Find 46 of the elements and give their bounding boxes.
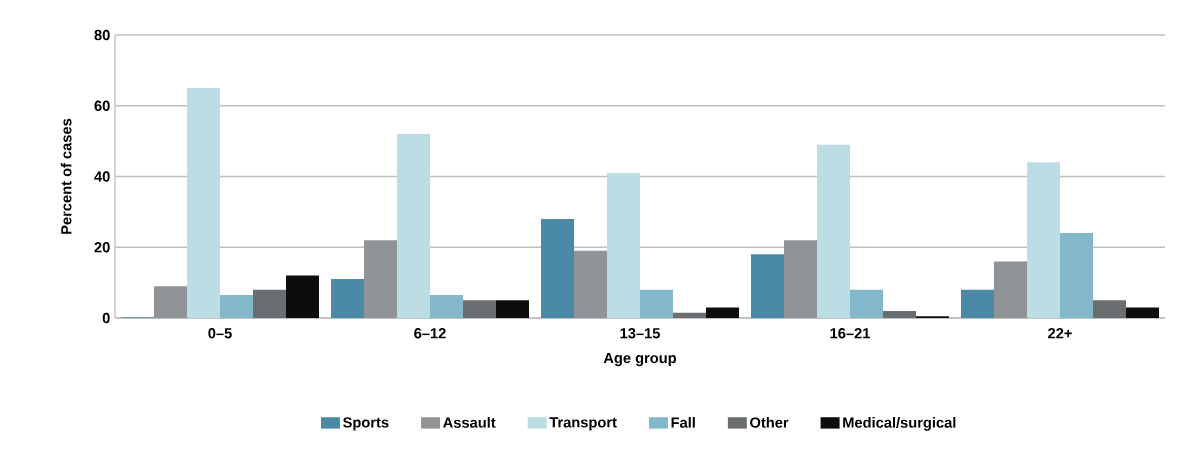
bar xyxy=(220,295,254,318)
legend-label: Assault xyxy=(443,416,496,428)
y-tick-label: 20 xyxy=(94,242,110,253)
bar xyxy=(673,312,707,318)
y-tick-label: 80 xyxy=(94,29,110,41)
bar xyxy=(1093,300,1127,318)
bar xyxy=(187,88,221,318)
bar xyxy=(364,240,398,318)
x-tick-label: 13–15 xyxy=(620,328,660,339)
bar xyxy=(574,250,608,318)
y-axis-title: Percent of cases xyxy=(60,118,72,234)
bar xyxy=(541,218,575,318)
x-tick-label: 22+ xyxy=(1048,328,1072,339)
bar xyxy=(331,279,365,318)
bar xyxy=(496,300,530,318)
y-tick-label: 0 xyxy=(102,312,110,324)
bar xyxy=(1126,307,1160,318)
legend-label: Medical/surgical xyxy=(843,416,956,431)
legend-label: Transport xyxy=(549,417,617,431)
bar xyxy=(817,144,851,318)
bar xyxy=(253,289,287,318)
bar xyxy=(994,261,1028,318)
bar xyxy=(850,289,884,318)
y-tick-label: 60 xyxy=(94,100,110,111)
bar xyxy=(154,286,188,318)
bar xyxy=(397,134,431,318)
bar xyxy=(430,295,464,318)
legend-label: Fall xyxy=(671,416,695,428)
y-tick-label: 40 xyxy=(94,171,110,182)
bar xyxy=(883,310,917,318)
bar xyxy=(1027,162,1061,318)
bar xyxy=(751,254,785,318)
bar xyxy=(640,289,674,318)
x-tick-label: 16–21 xyxy=(830,328,870,339)
bar xyxy=(706,307,740,318)
x-tick-label: 6–12 xyxy=(414,328,446,339)
legend-label: Other xyxy=(750,416,789,428)
x-tick-label: 0–5 xyxy=(208,328,232,339)
bar xyxy=(286,275,320,318)
legend-label: Sports xyxy=(343,417,389,431)
x-axis-title: Age group xyxy=(603,352,677,367)
bar xyxy=(463,300,497,318)
bar xyxy=(607,172,641,318)
bar xyxy=(784,240,818,318)
bar xyxy=(1060,233,1094,318)
bar xyxy=(961,289,995,318)
